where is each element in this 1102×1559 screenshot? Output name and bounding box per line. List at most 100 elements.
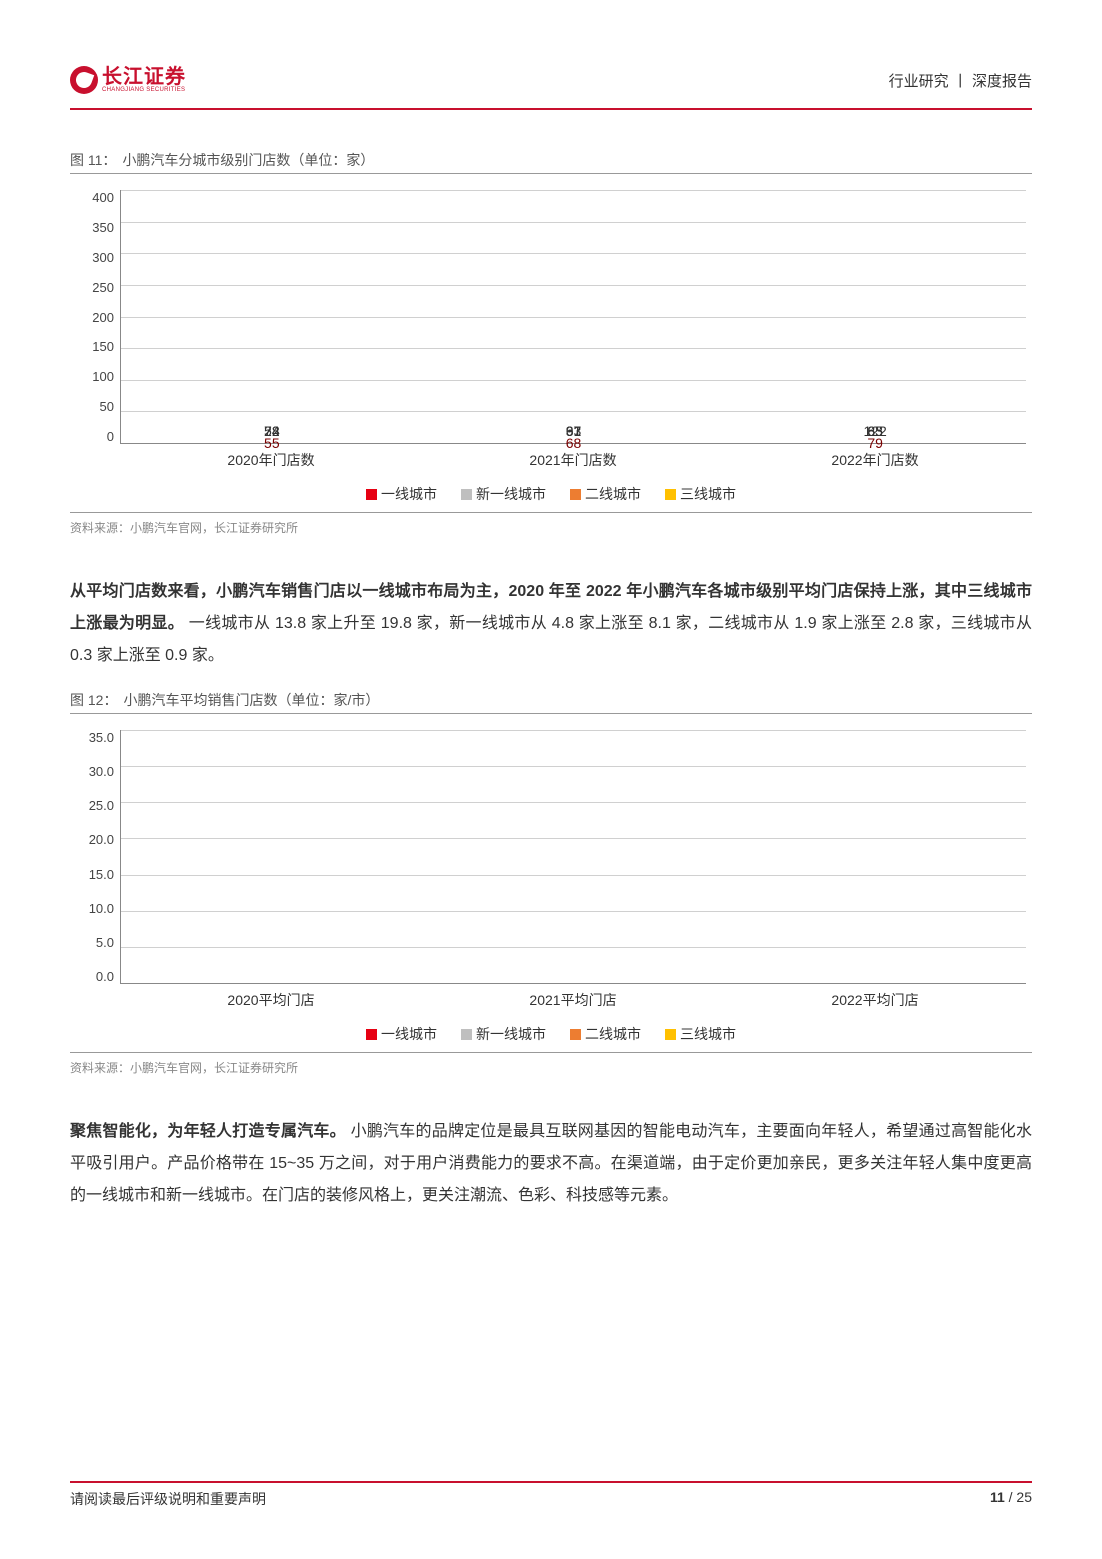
legend-item: 二线城市: [570, 484, 641, 504]
page-current: 11: [990, 1489, 1005, 1505]
x-label: 2020平均门店: [171, 990, 370, 1010]
legend-label: 一线城市: [381, 1024, 437, 1044]
legend-swatch: [570, 489, 581, 500]
legend-item: 三线城市: [665, 484, 736, 504]
gridline: [121, 730, 1026, 731]
chart-11-xaxis: 2020年门店数 2021年门店数 2022年门店数: [76, 450, 1026, 470]
figure-12-label: 小鹏汽车平均销售门店数（单位：家/市）: [123, 690, 379, 710]
ytick: 200: [92, 310, 114, 325]
gridline: [121, 875, 1026, 876]
x-label: 2022年门店数: [775, 450, 974, 470]
gridline: [121, 348, 1026, 349]
figure-11-label: 小鹏汽车分城市级别门店数（单位：家）: [122, 150, 374, 170]
gridline: [121, 802, 1026, 803]
bar-value-label: 65: [776, 423, 975, 439]
x-label: 2022平均门店: [775, 990, 974, 1010]
x-label: 2020年门店数: [171, 450, 370, 470]
legend-label: 新一线城市: [476, 1024, 546, 1044]
paragraph-1: 从平均门店数来看，小鹏汽车销售门店以一线城市布局为主，2020 年至 2022 …: [70, 576, 1032, 672]
bar-value-label: 37: [474, 423, 673, 439]
doc-type-left: 行业研究: [889, 73, 949, 90]
ytick: 150: [92, 339, 114, 354]
logo: 长江证券 CHANGJIANG SECURITIES: [70, 66, 186, 94]
legend-label: 三线城市: [680, 484, 736, 504]
legend-swatch: [366, 489, 377, 500]
chart-12-source: 资料来源：小鹏汽车官网，长江证券研究所: [70, 1059, 1032, 1076]
ytick: 10.0: [89, 901, 114, 916]
ytick: 100: [92, 369, 114, 384]
gridline: [121, 838, 1026, 839]
doc-type: 行业研究 丨 深度报告: [889, 70, 1032, 91]
x-label: 2021年门店数: [473, 450, 672, 470]
gridline: [121, 411, 1026, 412]
gridline: [121, 317, 1026, 318]
ytick: 50: [100, 399, 114, 414]
chart-11: 400 350 300 250 200 150 100 50 0 557258246893613…: [76, 184, 1026, 444]
chart-12-area: 35.030.025.020.015.010.05.00.0 2020平均门店2…: [70, 714, 1032, 1053]
ytick: 350: [92, 220, 114, 235]
chart-11-plot: 5572582468936137791228365: [120, 190, 1026, 444]
chart-12: 35.030.025.020.015.010.05.00.0: [76, 724, 1026, 984]
gridline: [121, 190, 1026, 191]
header-rule: [70, 108, 1032, 110]
figure-12-title: 图 12： 小鹏汽车平均销售门店数（单位：家/市）: [70, 690, 1032, 714]
doc-type-sep: 丨: [953, 73, 968, 90]
legend-swatch: [570, 1029, 581, 1040]
gridline: [121, 380, 1026, 381]
ytick: 5.0: [96, 935, 114, 950]
figure-11-prefix: 图 11：: [70, 150, 116, 170]
legend-swatch: [461, 489, 472, 500]
ytick: 30.0: [89, 764, 114, 779]
legend-item: 新一线城市: [461, 1024, 546, 1044]
logo-icon: [70, 66, 98, 94]
figure-12-prefix: 图 12：: [70, 690, 117, 710]
legend-item: 三线城市: [665, 1024, 736, 1044]
ytick: 20.0: [89, 832, 114, 847]
legend-label: 二线城市: [585, 1024, 641, 1044]
gridline: [121, 222, 1026, 223]
page-total: 25: [1016, 1489, 1032, 1505]
gridline: [121, 766, 1026, 767]
legend-item: 新一线城市: [461, 484, 546, 504]
legend-swatch: [665, 489, 676, 500]
ytick: 250: [92, 280, 114, 295]
x-label: 2021平均门店: [473, 990, 672, 1010]
ytick: 0.0: [96, 969, 114, 984]
gridline: [121, 253, 1026, 254]
ytick: 300: [92, 250, 114, 265]
legend-swatch: [366, 1029, 377, 1040]
footer-rule: [70, 1481, 1032, 1483]
legend-label: 二线城市: [585, 484, 641, 504]
chart-11-area: 400 350 300 250 200 150 100 50 0 557258246893613…: [70, 174, 1032, 513]
page-number: 11 / 25: [990, 1489, 1032, 1509]
legend-item: 一线城市: [366, 1024, 437, 1044]
gridline: [121, 285, 1026, 286]
legend-label: 一线城市: [381, 484, 437, 504]
ytick: 25.0: [89, 798, 114, 813]
ytick: 0: [107, 429, 114, 444]
chart-11-source: 资料来源：小鹏汽车官网，长江证券研究所: [70, 519, 1032, 536]
paragraph-1-rest: 一线城市从 13.8 家上升至 19.8 家，新一线城市从 4.8 家上涨至 8…: [70, 615, 1032, 664]
chart-12-legend: 一线城市 新一线城市 二线城市 三线城市: [76, 1024, 1026, 1044]
page-sep: /: [1005, 1489, 1017, 1505]
legend-swatch: [665, 1029, 676, 1040]
gridline: [121, 911, 1026, 912]
paragraph-2-bold: 聚焦智能化，为年轻人打造专属汽车。: [70, 1123, 346, 1140]
ytick: 35.0: [89, 730, 114, 745]
figure-11-title: 图 11： 小鹏汽车分城市级别门店数（单位：家）: [70, 150, 1032, 174]
legend-item: 二线城市: [570, 1024, 641, 1044]
legend-label: 三线城市: [680, 1024, 736, 1044]
chart-12-yaxis: 35.030.025.020.015.010.05.00.0: [76, 730, 120, 984]
page-footer: 请阅读最后评级说明和重要声明 11 / 25: [70, 1481, 1032, 1509]
legend-item: 一线城市: [366, 484, 437, 504]
footer-disclaimer: 请阅读最后评级说明和重要声明: [70, 1489, 266, 1509]
paragraph-2: 聚焦智能化，为年轻人打造专属汽车。 小鹏汽车的品牌定位是最具互联网基因的智能电动…: [70, 1116, 1032, 1212]
ytick: 400: [92, 190, 114, 205]
page-header: 长江证券 CHANGJIANG SECURITIES 行业研究 丨 深度报告: [70, 60, 1032, 100]
chart-11-legend: 一线城市 新一线城市 二线城市 三线城市: [76, 484, 1026, 504]
chart-12-plot: [120, 730, 1026, 984]
chart-11-yaxis: 400 350 300 250 200 150 100 50 0: [76, 190, 120, 444]
gridline: [121, 947, 1026, 948]
legend-swatch: [461, 1029, 472, 1040]
doc-type-right: 深度报告: [972, 73, 1032, 90]
